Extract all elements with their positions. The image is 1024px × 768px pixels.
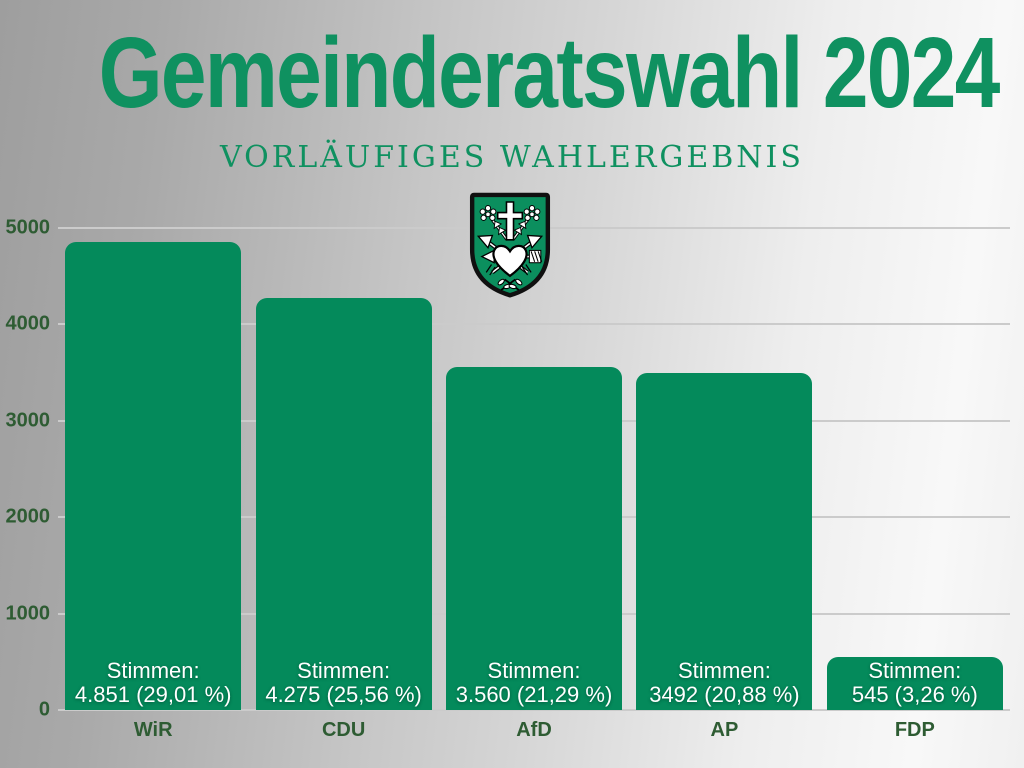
y-tick-label: 2000	[5, 505, 51, 528]
bar-chart: Stimmen: 4.851 (29,01 %) WiR Stimmen: 4.275 …	[58, 227, 1010, 741]
bar-fdp: Stimmen: 545 (3,26 %)	[826, 657, 1003, 710]
subtitle: VORLÄUFIGES WAHLERGEBNIS	[220, 140, 804, 175]
y-tick-label: 0	[38, 698, 50, 721]
bar-value-label: Stimmen: 3.560 (21,29 %)	[455, 658, 613, 707]
bar-value-label: Stimmen: 4.275 (25,56 %)	[265, 658, 422, 707]
bars: Stimmen: 4.851 (29,01 %) WiR Stimmen: 4.275 …	[58, 228, 1010, 741]
bar-wir: Stimmen: 4.851 (29,01 %)	[65, 242, 242, 710]
bar-column: Stimmen: 545 (3,26 %) FDP	[820, 228, 1010, 741]
y-tick-label: 4000	[5, 312, 51, 335]
page-title: Gemeinderatswahl 2024	[98, 17, 1001, 129]
bar-column: Stimmen: 4.275 (25,56 %) CDU	[248, 228, 438, 741]
y-tick-label: 5000	[5, 216, 51, 239]
bar-cdu: Stimmen: 4.275 (25,56 %)	[255, 297, 432, 710]
gridline	[58, 709, 1010, 711]
bar-afd: Stimmen: 3.560 (21,29 %)	[446, 366, 623, 710]
bar-value-label: Stimmen: 3492 (20,88 %)	[649, 658, 800, 707]
x-tick-label: AfD	[516, 719, 552, 741]
y-tick-label: 1000	[5, 602, 51, 625]
bar-value-label: Stimmen: 4.851 (29,01 %)	[74, 658, 232, 707]
bar-value-label: Stimmen: 545 (3,26 %)	[851, 658, 978, 707]
bar-column: Stimmen: 3.560 (21,29 %) AfD	[439, 228, 629, 741]
bar-column: Stimmen: 3492 (20,88 %) AP	[629, 228, 819, 741]
x-tick-label: WiR	[133, 719, 173, 741]
gridline	[58, 323, 1010, 326]
y-axis: 5000 4000 3000 2000 1000 0	[0, 217, 52, 721]
x-tick-label: CDU	[321, 719, 366, 741]
x-tick-label: AP	[710, 719, 739, 741]
bar-column: Stimmen: 4.851 (29,01 %) WiR	[58, 228, 248, 741]
bar-ap: Stimmen: 3492 (20,88 %)	[636, 373, 813, 710]
x-tick-label: FDP	[894, 719, 935, 741]
coat-of-arms-icon	[469, 192, 551, 298]
y-tick-label: 3000	[5, 409, 51, 432]
